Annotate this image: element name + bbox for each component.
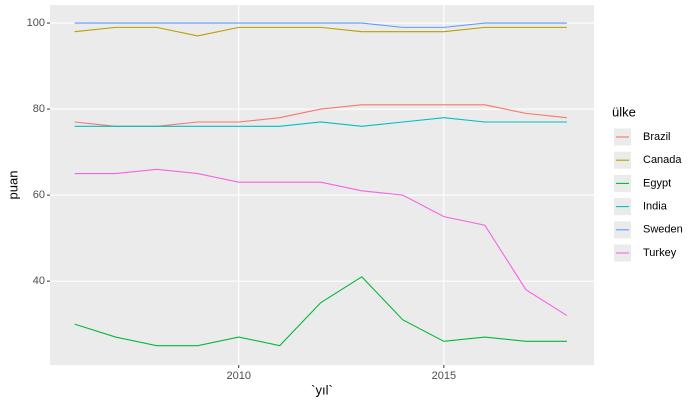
x-axis-title: `yıl` — [311, 382, 333, 397]
legend-label: Canada — [643, 154, 682, 166]
y-tick-label: 100 — [27, 17, 45, 29]
series-line — [74, 26, 567, 37]
y-axis-title: puan — [5, 171, 20, 200]
y-tick-label: 80 — [33, 103, 45, 115]
x-tick-label: 2015 — [432, 370, 456, 382]
series-line — [74, 22, 567, 28]
legend-title: ülke — [612, 104, 636, 119]
y-tick-label: 40 — [33, 275, 45, 287]
legend-label: India — [643, 201, 668, 213]
legend-label: Turkey — [643, 247, 677, 259]
x-tick-label: 2010 — [226, 370, 250, 382]
legend-label: Egypt — [643, 177, 671, 189]
series-line — [74, 168, 568, 317]
panel — [50, 5, 594, 365]
series-line — [74, 276, 567, 347]
legend-label: Sweden — [643, 224, 683, 236]
legend-label: Brazil — [643, 131, 671, 143]
series-line — [74, 117, 567, 127]
y-tick-label: 60 — [33, 189, 45, 201]
